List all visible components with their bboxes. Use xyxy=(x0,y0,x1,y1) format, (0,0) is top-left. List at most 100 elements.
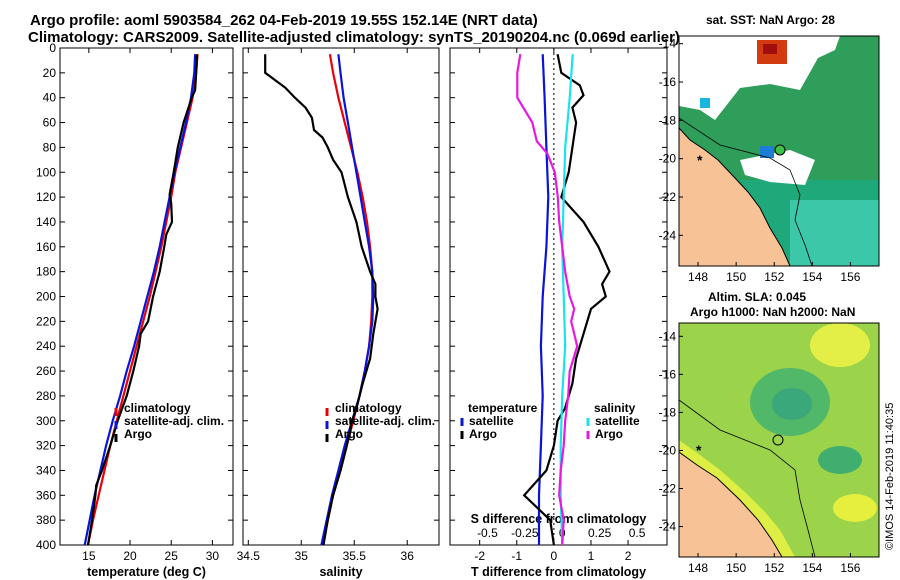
legend-satellite: satellite-adj. clim. xyxy=(335,414,435,428)
map-y-tick-label: -22 xyxy=(659,482,677,496)
y-tick-label: 400 xyxy=(36,538,56,552)
difference-top-label: S difference from climatology xyxy=(471,512,647,526)
map-x-tick-label: 152 xyxy=(764,270,784,284)
x-tick-label: -2 xyxy=(474,549,485,563)
sst-argo-marker xyxy=(774,144,786,156)
y-tick-label: 200 xyxy=(36,290,56,304)
map-x-tick-label: 148 xyxy=(688,561,708,575)
sst-cool-patch xyxy=(790,200,879,266)
x-tick-label: 35 xyxy=(295,549,309,563)
sst-map-axes: 148 150 152 154 156 -14 -16 -18 -20 -22 -24 xyxy=(659,37,861,284)
series-temperature-satellite xyxy=(537,54,550,545)
y-tick-label: 260 xyxy=(36,364,56,378)
y-tick-label: 40 xyxy=(43,91,57,105)
map-y-tick-label: -14 xyxy=(659,37,677,51)
top-tick-label: -0.5 xyxy=(477,526,498,540)
legend-s-argo: Argo xyxy=(595,427,623,441)
y-tick-label: 160 xyxy=(36,240,56,254)
sla-map-subtitle: Argo h1000: NaN h2000: NaN xyxy=(690,305,855,319)
legend-argo: Argo xyxy=(335,427,363,441)
y-tick-label: 140 xyxy=(36,215,56,229)
y-tick-label: 120 xyxy=(36,190,56,204)
y-tick-label: 80 xyxy=(43,140,57,154)
y-tick-label: 180 xyxy=(36,265,56,279)
top-tick-label: -0.25 xyxy=(511,526,539,540)
sst-cool-pixel xyxy=(760,146,774,158)
map-x-tick-label: 156 xyxy=(840,270,860,284)
sst-map: sat. SST: NaN Argo: 28 * 148 150 152 154 156… xyxy=(659,13,880,284)
y-tick-label: 360 xyxy=(36,488,56,502)
map-y-tick-label: -16 xyxy=(659,75,677,89)
legend-t-argo: Argo xyxy=(469,427,497,441)
sla-map-frame xyxy=(678,322,880,558)
y-tick-label: 220 xyxy=(36,314,56,328)
sla-argo-marker xyxy=(772,434,784,446)
x-tick-label: 35.5 xyxy=(343,549,367,563)
top-tick-label: 0.5 xyxy=(629,526,646,540)
series-temperature-argo xyxy=(522,53,611,546)
map-y-tick-label: -24 xyxy=(659,520,677,534)
map-x-tick-label: 152 xyxy=(764,561,784,575)
map-y-tick-label: -16 xyxy=(659,367,677,381)
x-tick-label: 1 xyxy=(588,549,595,563)
sst-hot-core xyxy=(763,44,777,54)
series-climatology xyxy=(321,54,374,546)
map-x-tick-label: 150 xyxy=(726,561,746,575)
temperature-panel: 15 20 25 3002040608010012014016018020022024… xyxy=(36,41,234,579)
sst-map-frame xyxy=(678,35,880,267)
y-tick-label: 240 xyxy=(36,339,56,353)
y-tick-label: 60 xyxy=(43,116,57,130)
sst-town-marker: * xyxy=(697,152,703,168)
salinity-panel: 34.5 35 35.5 36 salinity xyxy=(237,47,440,579)
y-tick-label: 280 xyxy=(36,389,56,403)
sla-coastline xyxy=(679,451,783,557)
series-satellite-adj-clim- xyxy=(320,54,375,546)
map-x-tick-label: 154 xyxy=(802,561,822,575)
sla-eddy-core xyxy=(772,388,812,420)
legend-climatology: climatology xyxy=(335,401,402,415)
legend-s-satellite: satellite xyxy=(595,414,640,428)
x-tick-label: 25 xyxy=(165,549,179,563)
top-tick-label: 0.25 xyxy=(588,526,612,540)
y-tick-label: 20 xyxy=(43,66,57,80)
map-y-tick-label: -14 xyxy=(659,329,677,343)
y-tick-label: 340 xyxy=(36,463,56,477)
y-tick-label: 320 xyxy=(36,439,56,453)
figure-subtitle: Climatology: CARS2009. Satellite-adjuste… xyxy=(28,29,680,46)
difference-frame xyxy=(449,47,668,546)
series-argo xyxy=(264,54,379,546)
legend-temperature-heading: temperature xyxy=(468,401,538,415)
difference-x-label: T difference from climatology xyxy=(471,565,646,579)
legend-t-satellite: satellite xyxy=(469,414,514,428)
figure-title: Argo profile: aoml 5903584_262 04-Feb-20… xyxy=(30,12,538,29)
map-y-tick-label: -18 xyxy=(659,405,677,419)
y-tick-label: 100 xyxy=(36,165,56,179)
difference-panel: -2 -1 0 1 2 T difference from climatology -0.5… xyxy=(449,47,668,579)
x-tick-label: 34.5 xyxy=(237,549,261,563)
imos-credit: ©IMOS 14-Feb-2019 11:40:35 xyxy=(884,403,896,550)
legend-satellite: satellite-adj. clim. xyxy=(124,414,224,428)
sla-land xyxy=(679,452,782,557)
series-climatology xyxy=(86,54,199,546)
series-argo xyxy=(86,54,198,546)
sla-map-axes: 148 150 152 154 156 -14 -16 -18 -20 -22 -24 xyxy=(659,329,861,575)
difference-legend: temperature satellite Argo salinity sate… xyxy=(460,401,640,441)
sla-high xyxy=(833,494,877,522)
legend-salinity-heading: salinity xyxy=(594,401,636,415)
sst-cloud-mask xyxy=(679,36,840,120)
sst-cloud-mask-2 xyxy=(740,150,815,185)
map-y-tick-label: -18 xyxy=(659,113,677,127)
series-satellite-adj-clim- xyxy=(83,54,197,546)
sla-map: Altim. SLA: 0.045 Argo h1000: NaN h2000:… xyxy=(659,290,880,575)
salinity-x-label: salinity xyxy=(319,565,362,579)
x-tick-label: 20 xyxy=(123,549,137,563)
series-salinity-argo xyxy=(516,54,579,546)
sla-high xyxy=(810,323,870,367)
sst-cool-pixel xyxy=(700,98,710,108)
map-y-tick-label: -20 xyxy=(659,443,677,457)
temperature-legend: climatology satellite-adj. clim. Argo xyxy=(114,401,224,442)
legend-climatology: climatology xyxy=(124,401,191,415)
y-tick-label: 300 xyxy=(36,414,56,428)
x-tick-label: -1 xyxy=(511,549,522,563)
